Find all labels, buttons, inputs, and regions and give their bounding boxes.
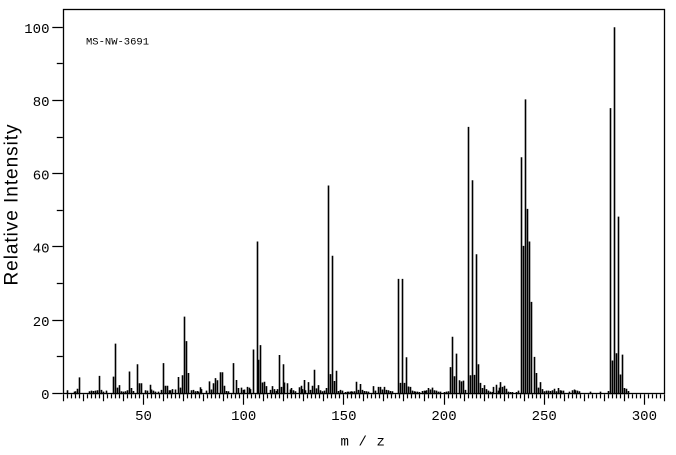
svg-text:300: 300: [632, 409, 657, 425]
svg-text:50: 50: [135, 409, 152, 425]
svg-text:250: 250: [532, 409, 557, 425]
svg-text:40: 40: [33, 242, 50, 258]
svg-text:MS-NW-3691: MS-NW-3691: [86, 36, 149, 48]
svg-text:0: 0: [41, 388, 49, 404]
svg-text:80: 80: [33, 95, 50, 111]
svg-text:150: 150: [331, 409, 356, 425]
svg-text:100: 100: [24, 22, 49, 38]
svg-text:100: 100: [231, 409, 256, 425]
svg-text:m / z: m / z: [340, 435, 385, 451]
svg-text:20: 20: [33, 315, 50, 331]
svg-text:Relative Intensity: Relative Intensity: [2, 124, 23, 286]
svg-text:200: 200: [431, 409, 456, 425]
svg-text:60: 60: [33, 168, 50, 184]
